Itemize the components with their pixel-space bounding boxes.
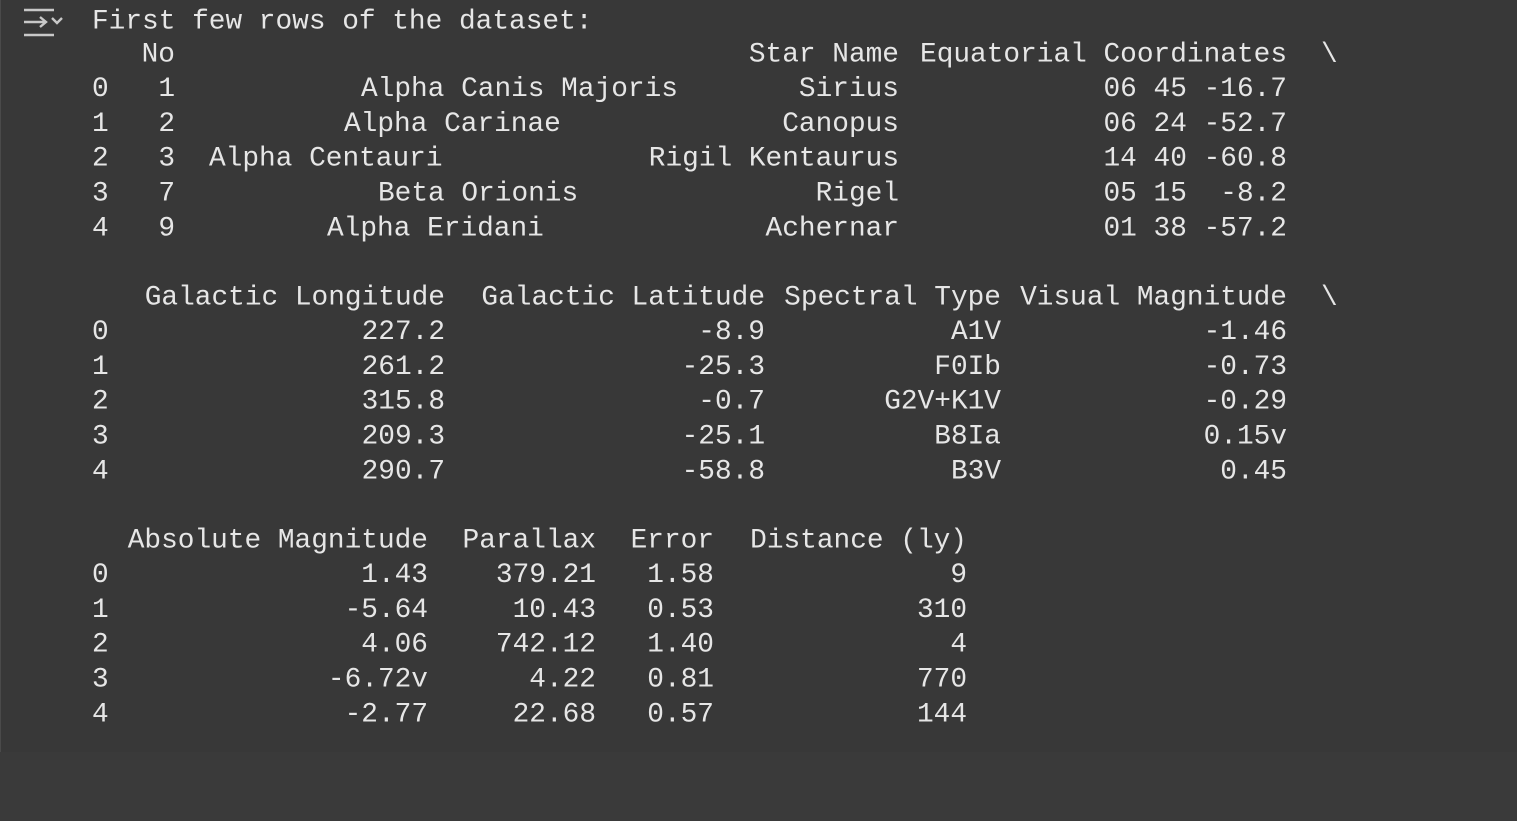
table-cell: 0.15v [1204,422,1287,453]
table-cell: Rigil Kentaurus [649,144,899,175]
table-cell: -5.64 [345,595,428,626]
table-cell: 06 45 -16.7 [1104,74,1288,105]
row-index: 2 [92,144,109,175]
table-cell: 1 [158,74,175,105]
table-cell: 770 [917,665,967,696]
row-index: 0 [92,560,109,591]
table-cell: 742.12 [496,630,596,661]
table-cell: -8.9 [698,317,765,348]
table-cell: 9 [158,213,175,244]
table-cell: A1V [951,317,1001,348]
column-header: Star Name [749,39,899,70]
table-cell: 227.2 [362,317,445,348]
table-cell: 1.43 [361,560,428,591]
table-cell: 4.22 [529,665,596,696]
table-cell: F0Ib [934,352,1001,383]
collapse-output-icon[interactable] [24,8,63,37]
table-cell: 06 24 -52.7 [1104,109,1288,140]
row-index: 1 [92,352,109,383]
table-cell: 315.8 [362,387,445,418]
row-index: 2 [92,630,109,661]
table-cell: -58.8 [682,456,765,487]
table-cell: 05 15 -8.2 [1104,179,1288,210]
table-cell: 9 [950,560,967,591]
row-index: 4 [92,213,109,244]
column-header: Spectral Type [784,282,1001,313]
table-cell: 2 [158,109,175,140]
table-cell: 310 [917,595,967,626]
table-cell: Rigel [816,179,899,210]
table-cell: 0.53 [647,595,714,626]
table-cell: 209.3 [362,422,445,453]
table-cell: 7 [158,179,175,210]
row-index: 0 [92,317,109,348]
table-cell: 0.81 [647,665,714,696]
column-header: Galactic Latitude [481,282,765,313]
table-cell: 22.68 [513,699,596,730]
output-area [0,0,1517,752]
icon-arrow [39,16,48,28]
row-index: 2 [92,387,109,418]
table-cell: 0.45 [1220,456,1287,487]
table-cell: -0.7 [698,387,765,418]
table-cell: 144 [917,699,967,730]
table-cell: 10.43 [513,595,596,626]
table-cell: 1.40 [647,630,714,661]
table-cell: -6.72v [328,665,428,696]
table-cell: -2.77 [345,699,428,730]
column-header: Absolute Magnitude [128,525,428,556]
row-index: 3 [92,422,109,453]
table-cell: G2V+K1V [884,387,1001,418]
table-cell: 4 [950,630,967,661]
row-index: 4 [92,456,109,487]
column-header: Error [631,525,714,556]
table-cell: 0.57 [647,699,714,730]
table-cell: -1.46 [1204,317,1287,348]
column-header: No [142,39,175,70]
column-header: Equatorial Coordinates [920,39,1287,70]
row-index: 1 [92,109,109,140]
table-cell: 261.2 [362,352,445,383]
column-header: Visual Magnitude [1020,282,1287,313]
table-cell: Canopus [782,109,899,140]
column-header: Galactic Longitude [145,282,445,313]
row-index: 3 [92,665,109,696]
table-cell: 14 40 -60.8 [1104,144,1288,175]
output-title: First few rows of the dataset: [92,6,592,37]
row-index: 4 [92,699,109,730]
table-cell: B8Ia [934,422,1001,453]
row-index: 1 [92,595,109,626]
table-cell: 3 [158,144,175,175]
row-index: 3 [92,179,109,210]
table-cell: -25.1 [682,422,765,453]
row-index: 0 [92,74,109,105]
table-cell: -0.73 [1204,352,1287,383]
table-cell: Alpha Centauri [209,144,443,175]
table-cell: Sirius [799,74,899,105]
table-cell: 1.58 [647,560,714,591]
table-cell: 379.21 [496,560,596,591]
table-cell: Achernar [766,213,899,244]
table-cell: B3V [951,456,1001,487]
table-cell: 4.06 [361,630,428,661]
table-cell: Alpha Eridani [327,213,544,244]
line-continuation: \ [1321,39,1338,70]
table-cell: Alpha Carinae [344,109,561,140]
table-cell: Beta Orionis [378,179,578,210]
table-cell: Alpha Canis Majoris [361,74,678,105]
table-cell: -0.29 [1204,387,1287,418]
column-header: Distance (ly) [750,525,967,556]
icon-caret [51,17,63,25]
line-continuation: \ [1321,282,1338,313]
column-header: Parallax [463,525,596,556]
table-cell: 01 38 -57.2 [1104,213,1288,244]
table-cell: -25.3 [682,352,765,383]
table-cell: 290.7 [362,456,445,487]
